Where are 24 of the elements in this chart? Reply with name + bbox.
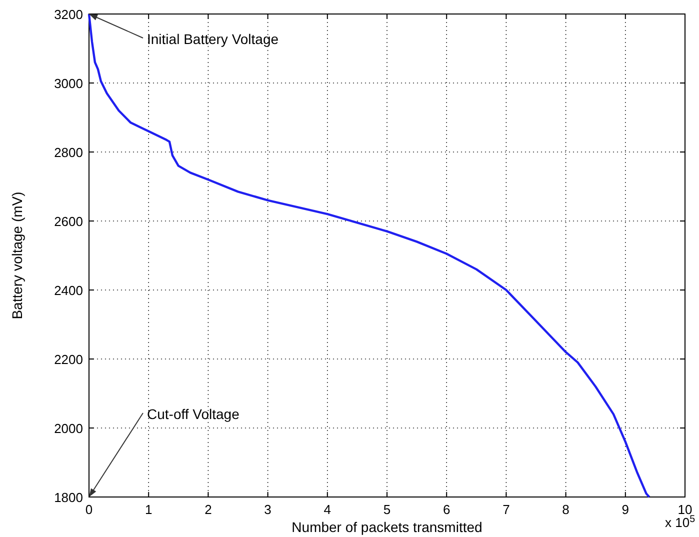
y-tick-label: 1800 [54, 490, 83, 505]
x-tick-label: 0 [85, 502, 93, 517]
y-tick-label: 2800 [54, 145, 83, 160]
y-tick-label: 2200 [54, 352, 83, 367]
x-tick-label: 8 [562, 502, 570, 517]
x-tick-label: 9 [622, 502, 630, 517]
y-tick-label: 3200 [54, 7, 83, 22]
text: x 10$^{5}$ [664, 514, 696, 530]
x-tick-label: 6 [442, 502, 450, 517]
x-axis-title: Number of packets transmitted [292, 519, 482, 535]
x-tick-label: 1 [144, 502, 152, 517]
annotation: Initial Battery Voltage [147, 31, 279, 47]
x-tick-label: 5 [383, 502, 391, 517]
y-tick-label: 2600 [54, 214, 83, 229]
x-tick-label: 3 [264, 502, 272, 517]
x-tick-label: 2 [204, 502, 212, 517]
y-tick-label: 2400 [54, 283, 83, 298]
y-axis-title: Battery voltage (mV) [9, 192, 25, 320]
x-tick-label: 4 [324, 502, 332, 517]
x-tick-label: 7 [502, 502, 510, 517]
y-tick-label: 2000 [54, 421, 83, 436]
line-series [88, 12, 650, 498]
y-tick-label: 3000 [54, 76, 83, 91]
annotation: Cut-off Voltage [147, 406, 240, 422]
